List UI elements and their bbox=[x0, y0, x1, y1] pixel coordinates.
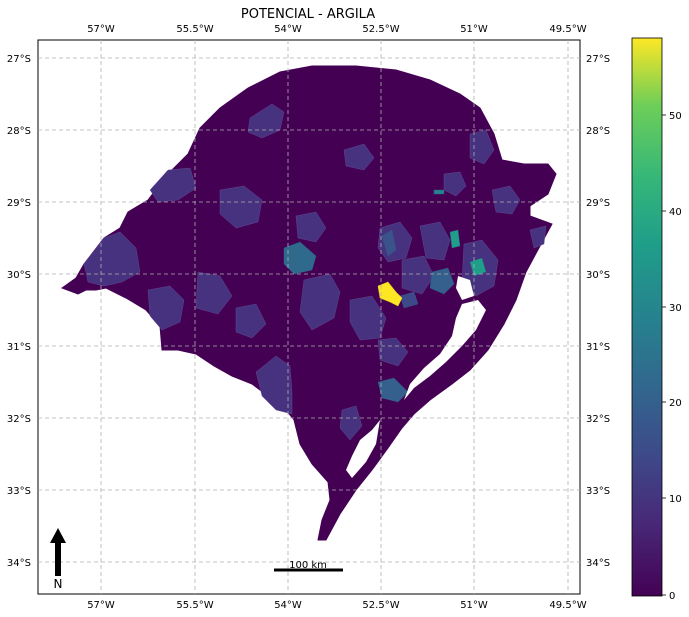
x-tick-label: 57°W bbox=[87, 600, 115, 611]
north-arrow-icon: N bbox=[50, 528, 66, 591]
y-tick-label: 34°S bbox=[7, 558, 31, 569]
gridlines bbox=[38, 40, 580, 594]
colorbar-tick-label: 50 bbox=[669, 111, 682, 122]
y-tick-label: 27°S bbox=[7, 54, 31, 65]
y-tick-label: 28°S bbox=[7, 126, 31, 137]
y-tick-label: 30°S bbox=[7, 270, 31, 281]
map-regions bbox=[60, 65, 557, 541]
y-tick-label: 31°S bbox=[7, 342, 31, 353]
x-tick-label: 49.5°W bbox=[549, 600, 586, 611]
y-tick-label: 28°S bbox=[586, 126, 610, 137]
y-tick-labels-right: 27°S 28°S 29°S 30°S 31°S 32°S 33°S 34°S bbox=[586, 54, 610, 569]
x-tick-label: 52.5°W bbox=[362, 600, 399, 611]
mid-value-regions bbox=[283, 189, 487, 403]
lagoon-patos bbox=[404, 300, 486, 400]
scale-bar-label: 100 km bbox=[289, 560, 327, 571]
colorbar-tick-label: 30 bbox=[669, 303, 682, 314]
x-tick-labels-top: 57°W 55.5°W 54°W 52.5°W 51°W 49.5°W bbox=[87, 24, 587, 35]
x-tick-label: 49.5°W bbox=[549, 24, 586, 35]
x-tick-label: 55.5°W bbox=[176, 24, 213, 35]
low-value-regions bbox=[83, 103, 547, 441]
x-tick-label: 51°W bbox=[460, 600, 488, 611]
y-tick-label: 30°S bbox=[586, 270, 610, 281]
y-tick-label: 32°S bbox=[586, 414, 610, 425]
colorbar-tick-label: 20 bbox=[669, 398, 682, 409]
y-tick-label: 33°S bbox=[7, 486, 31, 497]
colorbar-tick-label: 0 bbox=[669, 591, 675, 602]
y-tick-label: 33°S bbox=[586, 486, 610, 497]
colorbar-tick-label: 10 bbox=[669, 494, 682, 505]
lagoon-mirim bbox=[346, 420, 380, 478]
x-tick-label: 54°W bbox=[274, 600, 302, 611]
lagoon-north bbox=[456, 276, 474, 300]
y-tick-label: 31°S bbox=[586, 342, 610, 353]
x-tick-label: 51°W bbox=[460, 24, 488, 35]
y-tick-label: 29°S bbox=[586, 198, 610, 209]
north-arrow-label: N bbox=[54, 577, 63, 591]
max-value-region bbox=[377, 281, 403, 307]
colorbar-tick-label: 40 bbox=[669, 207, 682, 218]
x-tick-label: 55.5°W bbox=[176, 600, 213, 611]
colorbar-gradient bbox=[631, 37, 663, 597]
x-tick-label: 57°W bbox=[87, 24, 115, 35]
y-tick-label: 29°S bbox=[7, 198, 31, 209]
colorbar: 0 10 20 30 40 50 bbox=[631, 37, 682, 602]
x-tick-labels-bottom: 57°W 55.5°W 54°W 52.5°W 51°W 49.5°W bbox=[87, 600, 587, 611]
y-tick-label: 34°S bbox=[586, 558, 610, 569]
y-tick-label: 32°S bbox=[7, 414, 31, 425]
y-tick-label: 27°S bbox=[586, 54, 610, 65]
scale-bar: 100 km bbox=[274, 560, 343, 572]
x-tick-label: 52.5°W bbox=[362, 24, 399, 35]
y-tick-labels-left: 27°S 28°S 29°S 30°S 31°S 32°S 33°S 34°S bbox=[7, 54, 31, 569]
x-tick-label: 54°W bbox=[274, 24, 302, 35]
map-title: POTENCIAL - ARGILA bbox=[241, 7, 375, 22]
